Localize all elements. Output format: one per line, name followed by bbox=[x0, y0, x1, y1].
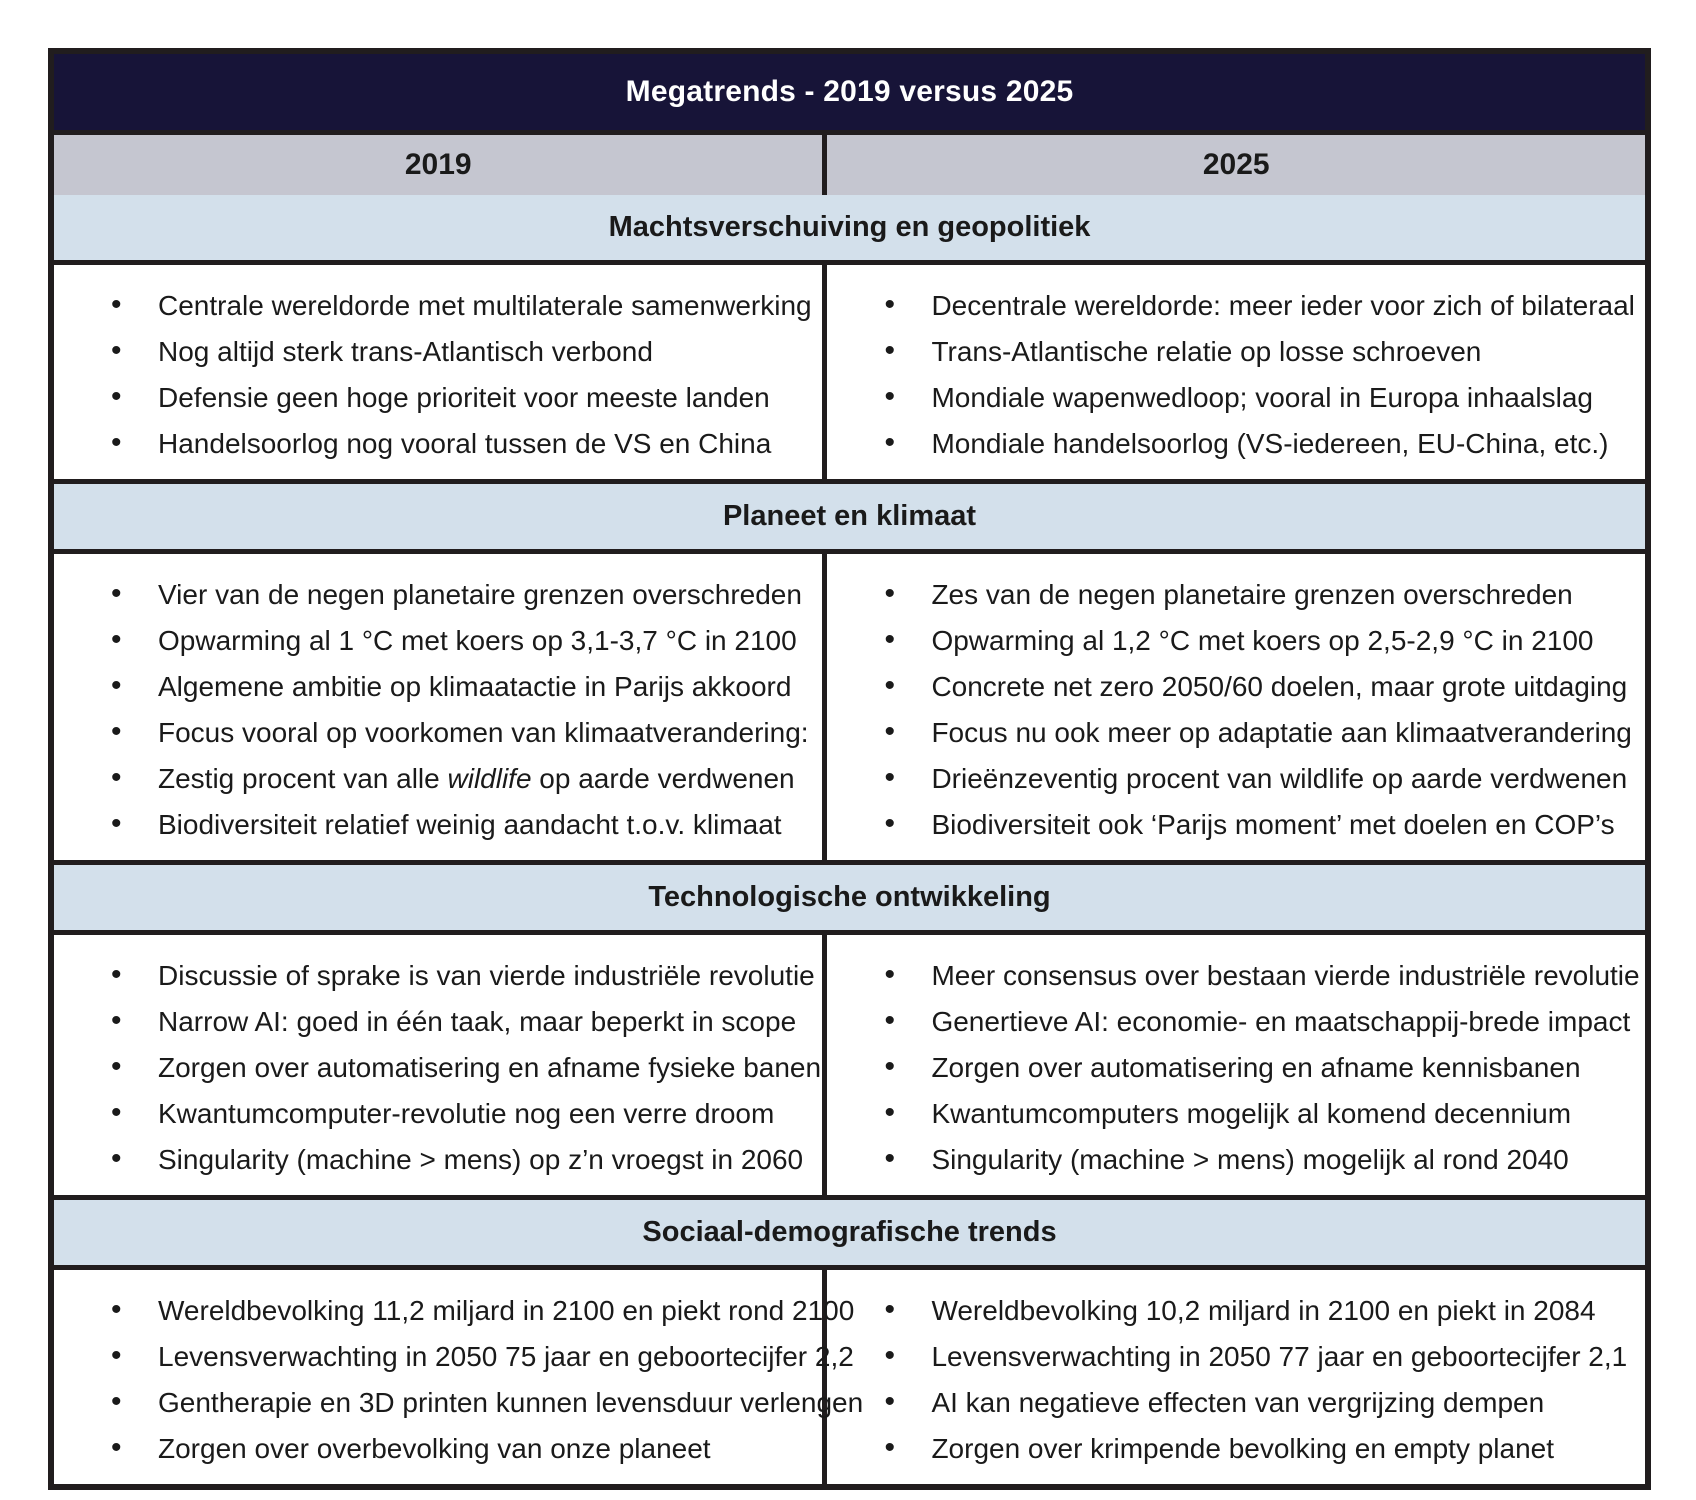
section-col-right: Wereldbevolking 10,2 miljard in 2100 en … bbox=[822, 1270, 1645, 1484]
section-body: Discussie of sprake is van vierde indust… bbox=[54, 930, 1645, 1195]
sections: Machtsverschuiving en geopolitiek Centra… bbox=[54, 195, 1645, 1484]
bullet-item: Singularity (machine > mens) op z’n vroe… bbox=[54, 1137, 812, 1183]
section-col-right: Meer consensus over bestaan vierde indus… bbox=[822, 935, 1645, 1195]
bullet-item: Zorgen over automatisering en afname ken… bbox=[827, 1045, 1635, 1091]
bullet-item: Handelsoorlog nog vooral tussen de VS en… bbox=[54, 421, 812, 467]
bullet-item: Zes van de negen planetaire grenzen over… bbox=[827, 572, 1635, 618]
section-col-left: Centrale wereldorde met multilaterale sa… bbox=[54, 265, 822, 479]
section-col-right: Decentrale wereldorde: meer ieder voor z… bbox=[822, 265, 1645, 479]
bullet-item: Levensverwachting in 2050 75 jaar en geb… bbox=[54, 1334, 854, 1380]
bullet-item: Narrow AI: goed in één taak, maar beperk… bbox=[54, 999, 812, 1045]
bullet-list-2019: Centrale wereldorde met multilaterale sa… bbox=[54, 265, 822, 479]
section-col-left: Vier van de negen planetaire grenzen ove… bbox=[54, 554, 822, 860]
section-header: Technologische ontwikkeling bbox=[54, 860, 1645, 930]
bullet-list-2019: Vier van de negen planetaire grenzen ove… bbox=[54, 554, 822, 860]
bullet-list-2025: Zes van de negen planetaire grenzen over… bbox=[827, 554, 1645, 860]
year-header-row: 2019 2025 bbox=[54, 130, 1645, 195]
bullet-text: Zestig procent van alle bbox=[158, 763, 448, 794]
section-col-left: Wereldbevolking 11,2 miljard in 2100 en … bbox=[54, 1270, 863, 1484]
bullet-item: Opwarming al 1,2 °C met koers op 2,5-2,9… bbox=[827, 618, 1635, 664]
bullet-item: Defensie geen hoge prioriteit voor meest… bbox=[54, 375, 812, 421]
bullet-item: Mondiale handelsoorlog (VS-iedereen, EU-… bbox=[827, 421, 1635, 467]
section-header: Planeet en klimaat bbox=[54, 479, 1645, 549]
bullet-item: Focus nu ook meer op adaptatie aan klima… bbox=[827, 710, 1635, 756]
section-header: Machtsverschuiving en geopolitiek bbox=[54, 195, 1645, 260]
bullet-item: Centrale wereldorde met multilaterale sa… bbox=[54, 283, 812, 329]
bullet-item: Trans-Atlantische relatie op losse schro… bbox=[827, 329, 1635, 375]
bullet-item: AI kan negatieve effecten van vergrijzin… bbox=[827, 1380, 1635, 1426]
bullet-item: Kwantumcomputer-revolutie nog een verre … bbox=[54, 1091, 812, 1137]
bullet-list-2019: Wereldbevolking 11,2 miljard in 2100 en … bbox=[54, 1270, 863, 1484]
bullet-item: Biodiversiteit relatief weinig aandacht … bbox=[54, 802, 812, 848]
section-header-label: Planeet en klimaat bbox=[722, 500, 977, 532]
bullet-item: Mondiale wapenwedloop; vooral in Europa … bbox=[827, 375, 1635, 421]
section-header-label: Machtsverschuiving en geopolitiek bbox=[608, 211, 1091, 243]
bullet-item: Zorgen over automatisering en afname fys… bbox=[54, 1045, 821, 1091]
bullet-list-2025: Decentrale wereldorde: meer ieder voor z… bbox=[827, 265, 1645, 479]
megatrends-table: Megatrends - 2019 versus 2025 2019 2025 … bbox=[48, 48, 1651, 1490]
bullet-item: Vier van de negen planetaire grenzen ove… bbox=[54, 572, 812, 618]
bullet-item: Zorgen over overbevolking van onze plane… bbox=[54, 1426, 812, 1472]
bullet-item: Biodiversiteit ook ‘Parijs moment’ met d… bbox=[827, 802, 1635, 848]
bullet-item: Wereldbevolking 10,2 miljard in 2100 en … bbox=[827, 1288, 1635, 1334]
bullet-item: Algemene ambitie op klimaatactie in Pari… bbox=[54, 664, 812, 710]
section-header: Sociaal-demografische trends bbox=[54, 1195, 1645, 1265]
bullet-item: Singularity (machine > mens) mogelijk al… bbox=[827, 1137, 1635, 1183]
bullet-item: Kwantumcomputers mogelijk al komend dece… bbox=[827, 1091, 1635, 1137]
bullet-list-2025: Wereldbevolking 10,2 miljard in 2100 en … bbox=[827, 1270, 1645, 1484]
bullet-text: op aarde verdwenen bbox=[531, 763, 795, 794]
bullet-list-2019: Discussie of sprake is van vierde indust… bbox=[54, 935, 822, 1195]
section-body: Wereldbevolking 11,2 miljard in 2100 en … bbox=[54, 1265, 1645, 1484]
year-header-2025: 2025 bbox=[822, 135, 1645, 195]
bullet-item: Drieënzeventig procent van wildlife op a… bbox=[827, 756, 1635, 802]
section-header-label: Sociaal-demografische trends bbox=[642, 1216, 1057, 1248]
bullet-item: Levensverwachting in 2050 77 jaar en geb… bbox=[827, 1334, 1635, 1380]
section-body: Centrale wereldorde met multilaterale sa… bbox=[54, 260, 1645, 479]
bullet-item: Zorgen over krimpende bevolking en empty… bbox=[827, 1426, 1635, 1472]
bullet-item: Decentrale wereldorde: meer ieder voor z… bbox=[827, 283, 1635, 329]
bullet-item: Nog altijd sterk trans-Atlantisch verbon… bbox=[54, 329, 812, 375]
bullet-text-italic: wildlife bbox=[447, 763, 532, 794]
bullet-item: Genertieve AI: economie- en maatschappij… bbox=[827, 999, 1635, 1045]
section-col-left: Discussie of sprake is van vierde indust… bbox=[54, 935, 822, 1195]
bullet-item: Concrete net zero 2050/60 doelen, maar g… bbox=[827, 664, 1635, 710]
year-header-2019: 2019 bbox=[404, 148, 472, 181]
bullet-item: Meer consensus over bestaan vierde indus… bbox=[827, 953, 1639, 999]
section-body: Vier van de negen planetaire grenzen ove… bbox=[54, 549, 1645, 860]
bullet-item: Gentherapie en 3D printen kunnen levensd… bbox=[54, 1380, 863, 1426]
bullet-item: Zestig procent van alle wildlife op aard… bbox=[54, 756, 812, 802]
bullet-item: Focus vooral op voorkomen van klimaatver… bbox=[54, 710, 812, 756]
bullet-item: Discussie of sprake is van vierde indust… bbox=[54, 953, 815, 999]
bullet-item: Wereldbevolking 11,2 miljard in 2100 en … bbox=[54, 1288, 854, 1334]
bullet-item: Opwarming al 1 °C met koers op 3,1-3,7 °… bbox=[54, 618, 812, 664]
section-col-right: Zes van de negen planetaire grenzen over… bbox=[822, 554, 1645, 860]
bullet-list-2025: Meer consensus over bestaan vierde indus… bbox=[827, 935, 1645, 1195]
section-header-label: Technologische ontwikkeling bbox=[648, 881, 1051, 913]
table-title: Megatrends - 2019 versus 2025 bbox=[54, 54, 1645, 130]
